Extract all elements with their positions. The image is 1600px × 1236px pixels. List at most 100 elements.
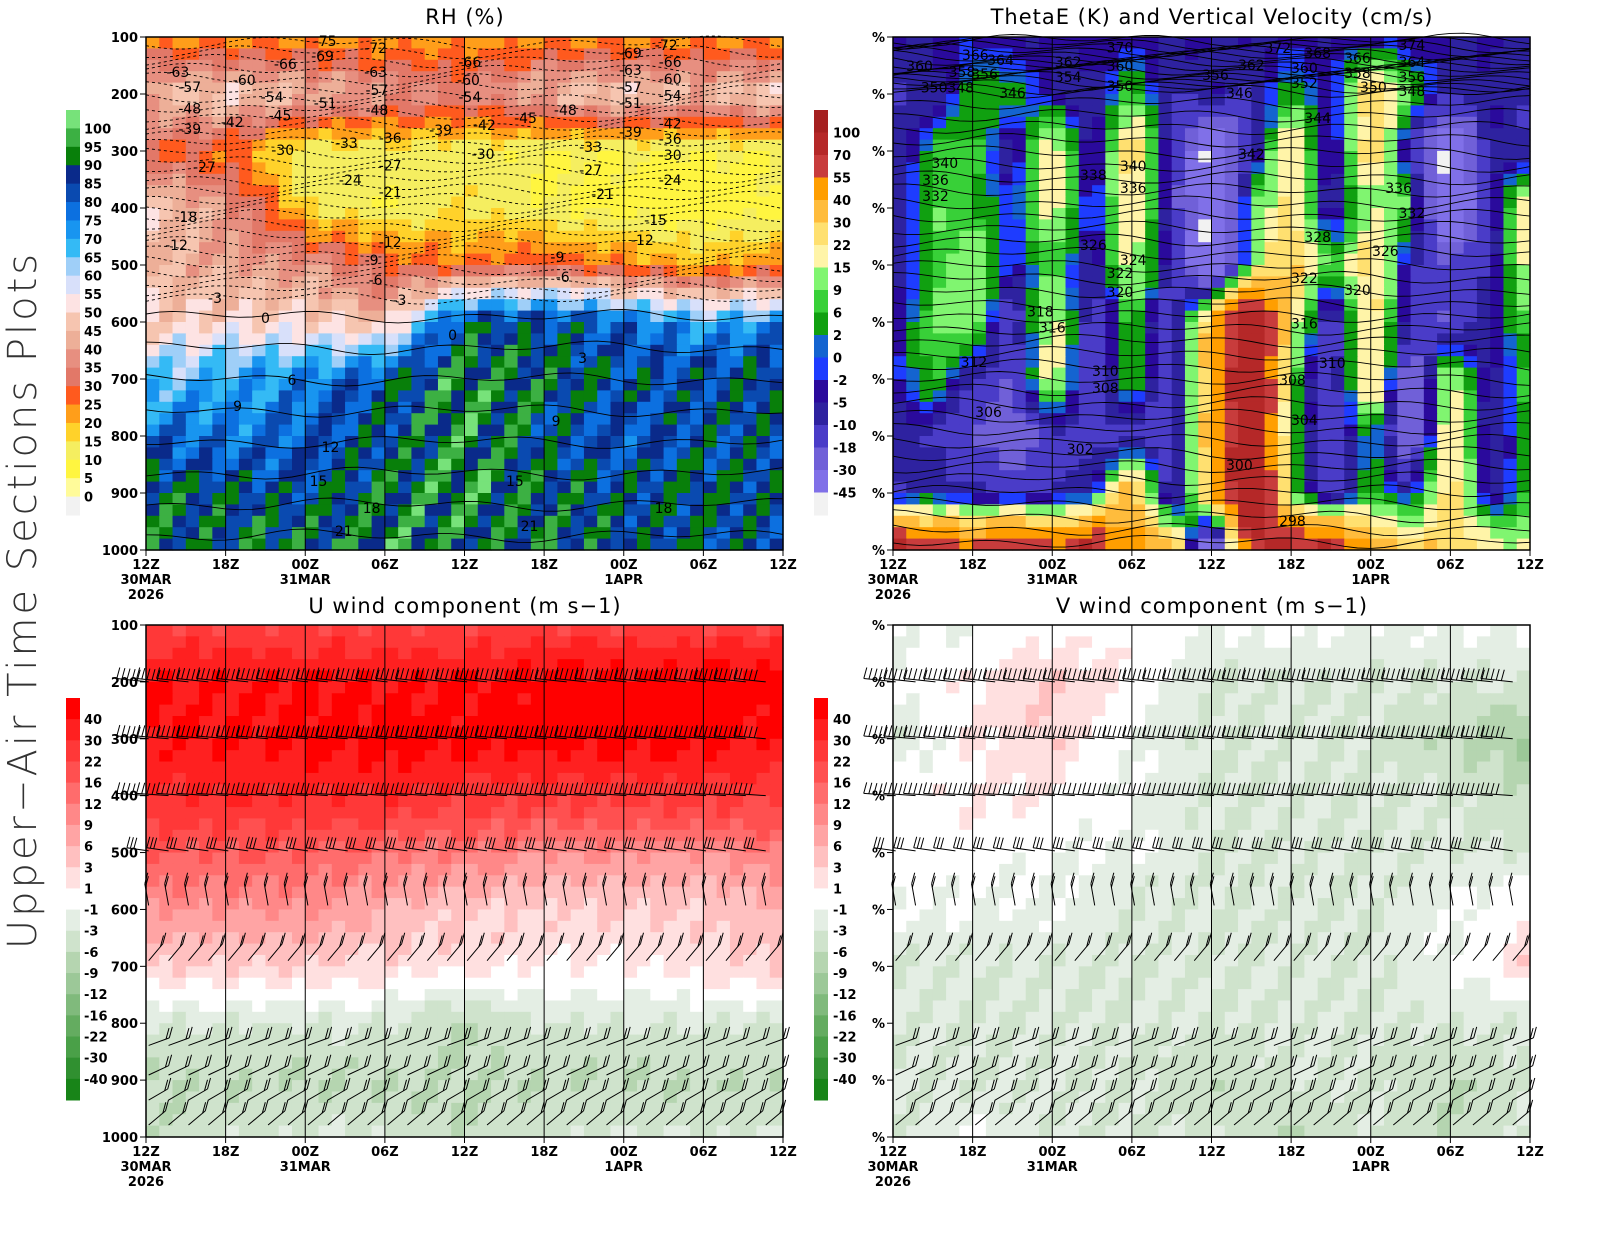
field-cell	[1450, 447, 1465, 460]
field-cell	[716, 253, 731, 266]
field-cell	[491, 636, 505, 649]
field-cell	[358, 625, 373, 637]
field-cell	[371, 481, 386, 494]
field-cell	[345, 287, 359, 300]
field-cell	[1317, 196, 1332, 209]
field-cell	[1238, 208, 1252, 220]
field-rh	[146, 37, 784, 551]
field-cell	[238, 287, 253, 300]
field-cell	[517, 219, 532, 232]
field-cell	[172, 333, 187, 346]
field-cell	[769, 94, 784, 106]
field-cell	[557, 242, 572, 255]
field-cell	[384, 481, 399, 494]
panel-title: ThetaE (K) and Vertical Velocity (cm/s)	[990, 5, 1434, 29]
field-cell	[464, 276, 479, 289]
field-cell	[172, 162, 187, 175]
field-cell	[517, 196, 532, 209]
field-cell	[345, 59, 359, 72]
field-cell	[358, 82, 373, 95]
field-cell	[610, 367, 625, 380]
field-cell	[570, 504, 585, 517]
field-cell	[756, 219, 771, 232]
field-cell	[623, 242, 638, 255]
field-cell	[530, 636, 545, 649]
field-cell	[451, 185, 466, 198]
field-cell	[345, 356, 359, 369]
field-cell	[1184, 162, 1199, 175]
field-cell	[597, 59, 612, 72]
field-cell	[305, 401, 320, 414]
field-cell	[1423, 493, 1438, 505]
field-cell	[504, 253, 519, 266]
field-cell	[583, 344, 598, 357]
field-cell	[919, 401, 934, 414]
field-cell	[424, 333, 439, 346]
field-cell	[384, 151, 399, 163]
field-cell	[583, 333, 598, 346]
field-cell	[756, 37, 771, 49]
field-cell	[451, 173, 466, 186]
field-cell	[557, 219, 572, 232]
field-cell	[570, 173, 585, 186]
field-cell	[238, 37, 253, 49]
field-cell	[1397, 458, 1412, 471]
field-cell	[225, 515, 240, 528]
field-cell	[570, 37, 585, 49]
contour-label: -63	[166, 65, 189, 81]
field-cell	[1025, 230, 1040, 243]
field-cell	[756, 367, 771, 380]
field-cell	[491, 390, 505, 403]
field-cell	[1357, 139, 1372, 152]
field-cell	[743, 493, 758, 505]
field-cell	[437, 151, 452, 163]
field-cell	[1251, 196, 1266, 209]
field-cell	[252, 276, 267, 289]
field-cell	[1357, 173, 1372, 186]
field-cell	[305, 173, 320, 186]
field-cell	[1476, 185, 1491, 198]
colorbar-swatch	[66, 478, 80, 498]
field-cell	[305, 367, 320, 380]
field-cell	[663, 344, 678, 357]
field-cell	[358, 151, 373, 163]
field-cell	[583, 151, 598, 163]
field-cell	[358, 299, 373, 312]
field-cell	[278, 276, 293, 289]
field-cell	[597, 379, 612, 391]
field-cell	[146, 681, 160, 694]
field-cell	[1158, 344, 1173, 357]
field-cell	[464, 470, 479, 483]
field-cell	[1025, 196, 1040, 209]
field-cell	[1291, 116, 1305, 129]
field-cell	[517, 253, 532, 266]
field-cell	[932, 116, 947, 129]
field-cell	[703, 276, 718, 289]
field-cell	[1370, 379, 1385, 391]
field-cell	[411, 493, 426, 505]
field-cell	[305, 196, 320, 209]
field-cell	[199, 659, 213, 672]
field-cell	[212, 436, 227, 448]
field-cell	[172, 139, 187, 152]
field-cell	[172, 647, 187, 660]
field-cell	[716, 71, 731, 84]
field-cell	[477, 151, 492, 163]
field-cell	[451, 625, 466, 637]
field-cell	[1490, 128, 1505, 141]
field-cell	[716, 504, 731, 517]
field-cell	[517, 82, 532, 95]
field-cell	[411, 185, 426, 198]
field-cell	[946, 71, 960, 84]
field-cell	[1423, 151, 1438, 163]
field-cell	[1052, 185, 1067, 198]
field-cell	[610, 527, 625, 540]
field-cell	[199, 390, 213, 403]
contour-label: 344	[1304, 111, 1331, 127]
field-cell	[530, 59, 545, 72]
field-cell	[959, 310, 974, 323]
field-cell	[985, 208, 1000, 220]
field-cell	[1463, 481, 1478, 494]
field-cell	[1277, 333, 1292, 346]
field-cell	[906, 424, 921, 437]
